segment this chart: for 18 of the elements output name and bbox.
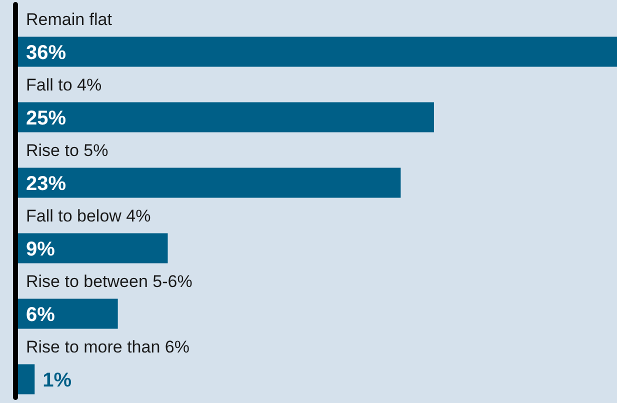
y-tick-label: Rise to between 5-6% [26, 272, 192, 291]
y-tick-label: Fall to 4% [26, 75, 102, 94]
data-label: 9% [26, 238, 56, 260]
bar [18, 364, 35, 394]
bar [18, 36, 617, 67]
bar [18, 298, 118, 329]
data-label: 1% [42, 369, 72, 392]
bar [18, 233, 168, 264]
data-label: 6% [26, 304, 56, 326]
y-tick-label: Fall to below 4% [26, 206, 151, 226]
data-label: 25% [26, 107, 66, 130]
y-tick-label: Remain flat [26, 10, 112, 29]
data-label: 23% [26, 172, 66, 195]
bar [18, 102, 434, 132]
y-tick-label: Rise to 5% [26, 140, 108, 160]
data-label: 36% [26, 42, 66, 64]
bar [18, 168, 401, 198]
y-tick-label: Rise to more than 6% [26, 337, 190, 356]
